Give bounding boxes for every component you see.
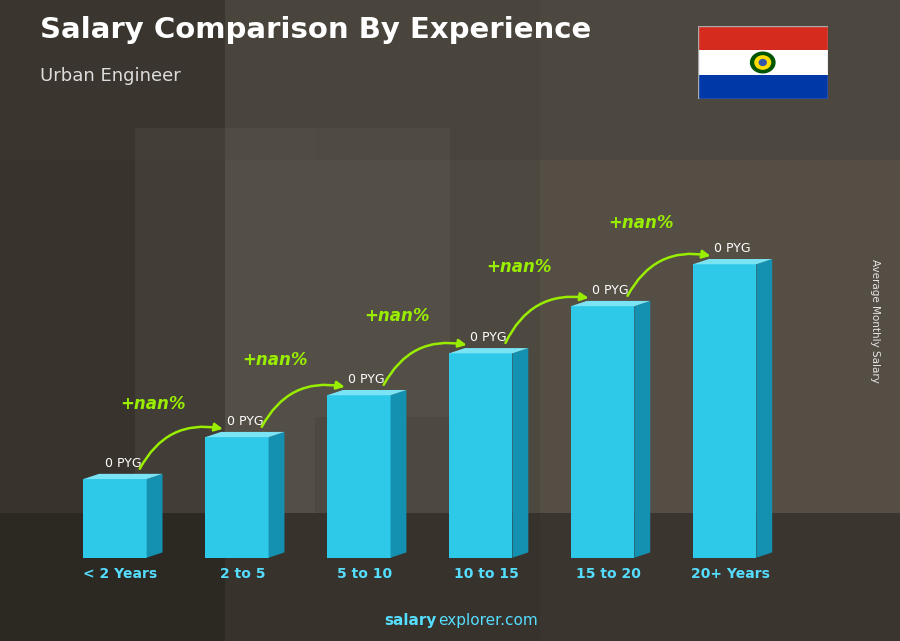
Bar: [540, 0, 900, 641]
Polygon shape: [756, 259, 772, 558]
Bar: [135, 128, 315, 513]
Bar: [0, 513, 900, 641]
Text: 0 PYG: 0 PYG: [348, 373, 385, 386]
Text: salary: salary: [384, 613, 436, 628]
Polygon shape: [268, 432, 284, 558]
Polygon shape: [205, 432, 284, 437]
Polygon shape: [147, 474, 163, 558]
Polygon shape: [693, 264, 756, 558]
Text: +nan%: +nan%: [364, 307, 430, 325]
Text: Average Monthly Salary: Average Monthly Salary: [869, 258, 880, 383]
Polygon shape: [84, 479, 147, 558]
Text: explorer.com: explorer.com: [438, 613, 538, 628]
Text: +nan%: +nan%: [486, 258, 552, 276]
Text: Urban Engineer: Urban Engineer: [40, 67, 181, 85]
Polygon shape: [571, 301, 651, 306]
Polygon shape: [327, 390, 407, 395]
Text: Salary Comparison By Experience: Salary Comparison By Experience: [40, 16, 592, 44]
Bar: [0, 0, 225, 641]
Polygon shape: [449, 353, 512, 558]
Polygon shape: [571, 306, 634, 558]
Text: 20+ Years: 20+ Years: [690, 567, 770, 581]
Text: 2 to 5: 2 to 5: [220, 567, 266, 581]
Text: 0 PYG: 0 PYG: [471, 331, 507, 344]
Text: +nan%: +nan%: [608, 213, 674, 232]
Bar: [698, 26, 828, 50]
Bar: [0, 0, 900, 160]
Bar: [698, 50, 828, 75]
Polygon shape: [84, 474, 163, 479]
Polygon shape: [391, 390, 407, 558]
Circle shape: [751, 52, 775, 73]
Polygon shape: [205, 437, 268, 558]
Bar: [698, 75, 828, 99]
Text: < 2 Years: < 2 Years: [84, 567, 158, 581]
Text: 0 PYG: 0 PYG: [715, 242, 751, 255]
Text: +nan%: +nan%: [243, 351, 308, 369]
Text: 10 to 15: 10 to 15: [454, 567, 518, 581]
Text: 5 to 10: 5 to 10: [337, 567, 392, 581]
Text: 0 PYG: 0 PYG: [104, 456, 141, 470]
Bar: [315, 128, 450, 417]
Text: 15 to 20: 15 to 20: [576, 567, 641, 581]
Polygon shape: [693, 259, 772, 264]
Polygon shape: [449, 348, 528, 353]
Text: 0 PYG: 0 PYG: [592, 284, 629, 297]
Polygon shape: [634, 301, 651, 558]
Text: +nan%: +nan%: [121, 395, 186, 413]
Circle shape: [760, 60, 766, 65]
Circle shape: [755, 56, 770, 69]
Text: 0 PYG: 0 PYG: [227, 415, 263, 428]
Polygon shape: [327, 395, 391, 558]
Polygon shape: [512, 348, 528, 558]
